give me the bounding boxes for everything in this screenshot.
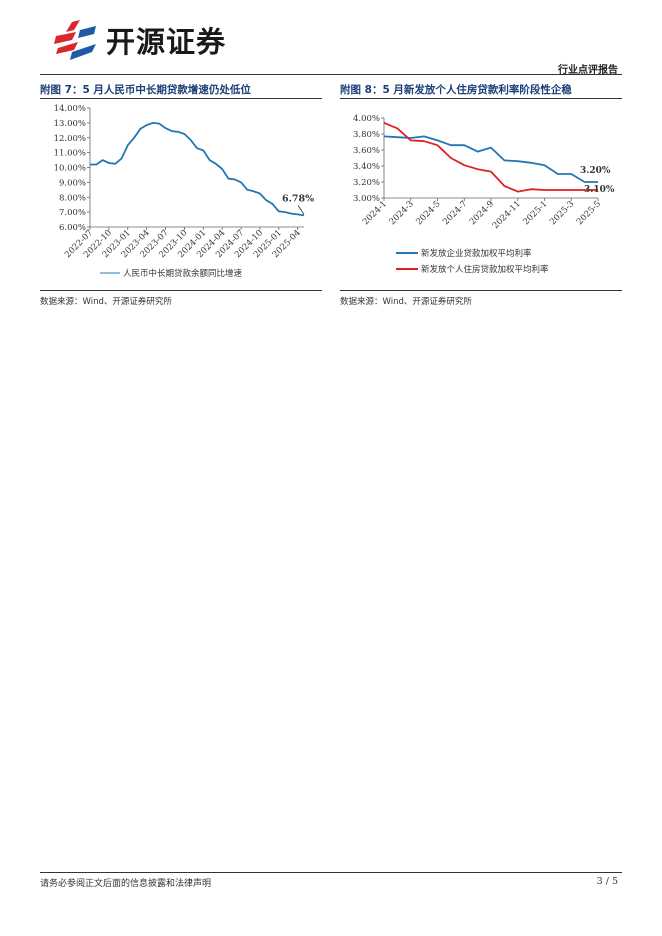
y-tick-label: 3.00% [353,194,380,204]
logo-text: 开源证券 [106,25,227,59]
x-tick-label: 2025-5 [575,199,603,227]
logo-mark-icon [54,20,96,60]
annotation-label: 6.78% [282,193,314,204]
footer-divider [40,872,622,873]
y-tick-label: 12.00% [54,134,86,144]
figure-8-bottom-rule [340,290,622,291]
figure-7-title: 附图 7：5 月人民币中长期贷款增速仍处低位 [40,84,251,96]
x-tick-label: 2024-3 [388,199,416,227]
figure-8-title: 附图 8：5 月新发放个人住房贷款利率阶段性企稳 [340,84,572,96]
legend-label-2: 新发放个人住房贷款加权平均利率 [421,264,549,275]
footer-disclaimer: 请务必参阅正文后面的信息披露和法律声明 [40,879,212,889]
y-tick-label: 9.00% [59,178,86,188]
y-tick-label: 14.00% [54,104,86,114]
series-line-1 [383,135,598,183]
y-tick-label: 11.00% [54,149,86,159]
figure-7-source: 数据来源：Wind、开源证券研究所 [40,297,172,307]
x-tick-label: 2024-7 [441,199,469,227]
y-tick-label: 6.00% [59,223,86,233]
x-tick-label: 2025-1 [521,199,549,227]
header-divider [40,74,622,75]
company-logo: 开源证券 [52,18,226,62]
figure-8-source: 数据来源：Wind、开源证券研究所 [340,297,472,307]
report-type-label: 行业点评报告 [558,65,618,76]
figure-7-top-rule [40,98,322,99]
x-tick-label: 2024-5 [414,199,442,227]
y-tick-label: 3.20% [353,178,380,188]
series-line-1 [90,121,305,217]
annotation-leader-line [297,205,305,215]
legend-label-1: 新发放企业贷款加权平均利率 [421,248,532,259]
x-tick-label: 2025-3 [548,199,576,227]
figure-7-bottom-rule [40,290,322,291]
legend-label-1: 人民币中长期贷款余额同比增速 [123,268,243,279]
y-tick-label: 3.40% [353,162,380,172]
y-tick-label: 4.00% [353,114,380,124]
y-tick-label: 13.00% [54,119,86,129]
y-tick-label: 8.00% [59,193,86,203]
y-tick-label: 3.80% [353,130,380,140]
y-tick-label: 7.00% [59,208,86,218]
page-number: 3 / 5 [596,876,618,887]
series-line-2 [383,121,598,193]
y-tick-label: 3.60% [353,146,380,156]
figure-7-chart: 14.00% 13.00% 12.00% 11.00% 10.00% 9.00% 8.00%… [54,104,315,279]
y-tick-label: 10.00% [54,164,86,174]
annotation-label-mortgage: 3.10% [584,185,615,195]
figure-8-top-rule [340,98,622,99]
annotation-label-enterprise: 3.20% [580,166,611,176]
figure-8-chart: 4.00%3.80%3.60%3.40%3.20%3.00%2024-12024… [353,114,615,275]
x-tick-label: 2024-11 [491,199,523,231]
